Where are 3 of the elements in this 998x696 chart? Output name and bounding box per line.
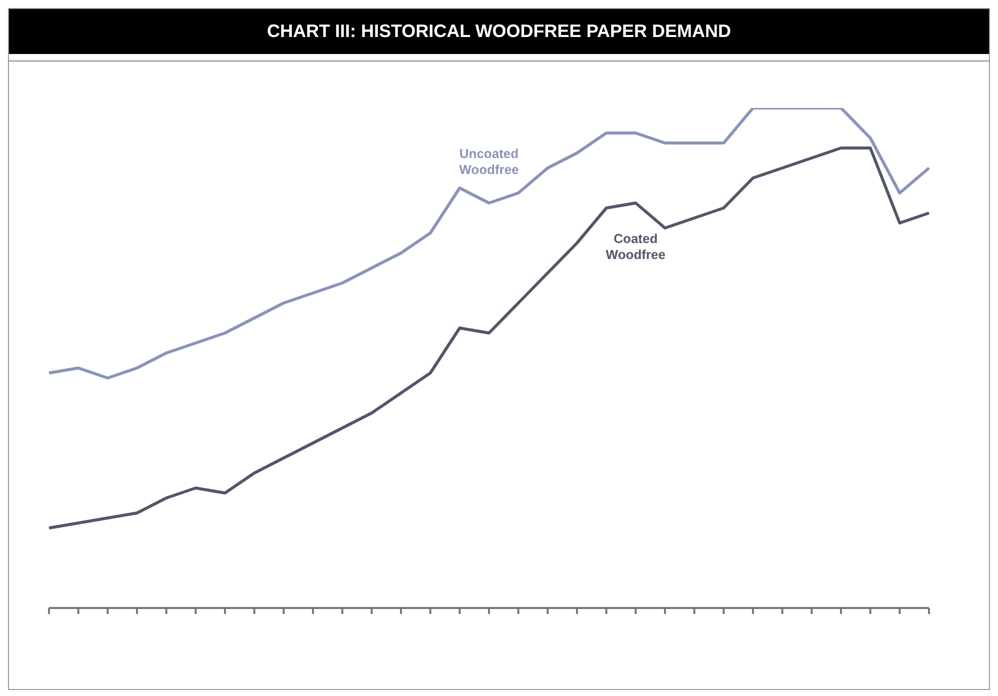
series-label: Coated Woodfree bbox=[606, 231, 666, 262]
series-label: Uncoated Woodfree bbox=[459, 146, 519, 177]
chart-title: CHART III: HISTORICAL WOODFREE PAPER DEMAND bbox=[9, 9, 989, 54]
